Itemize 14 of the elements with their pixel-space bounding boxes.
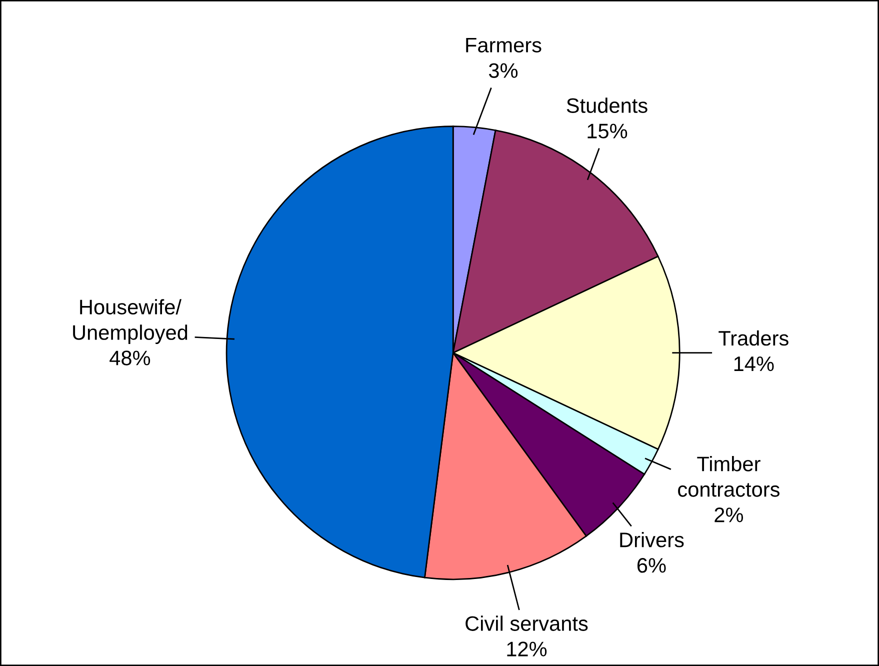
data-label: 3% bbox=[488, 63, 518, 78]
slice-label: Farmers bbox=[466, 38, 542, 52]
slice-label: Drivers bbox=[620, 532, 684, 548]
data-label: 14% bbox=[734, 356, 774, 372]
slice-label: Timber contractors bbox=[678, 456, 780, 497]
slice-label: Housewife/ Unemployed bbox=[73, 299, 188, 344]
data-label: 12% bbox=[507, 642, 547, 656]
slice-label: Civil servants bbox=[466, 616, 588, 631]
data-label: 48% bbox=[110, 350, 150, 366]
slice-label: Students bbox=[566, 98, 648, 113]
data-label: 2% bbox=[714, 508, 744, 522]
data-label: 15% bbox=[588, 124, 628, 138]
data-label: 6% bbox=[637, 558, 666, 573]
slice-label: Traders bbox=[718, 330, 788, 346]
